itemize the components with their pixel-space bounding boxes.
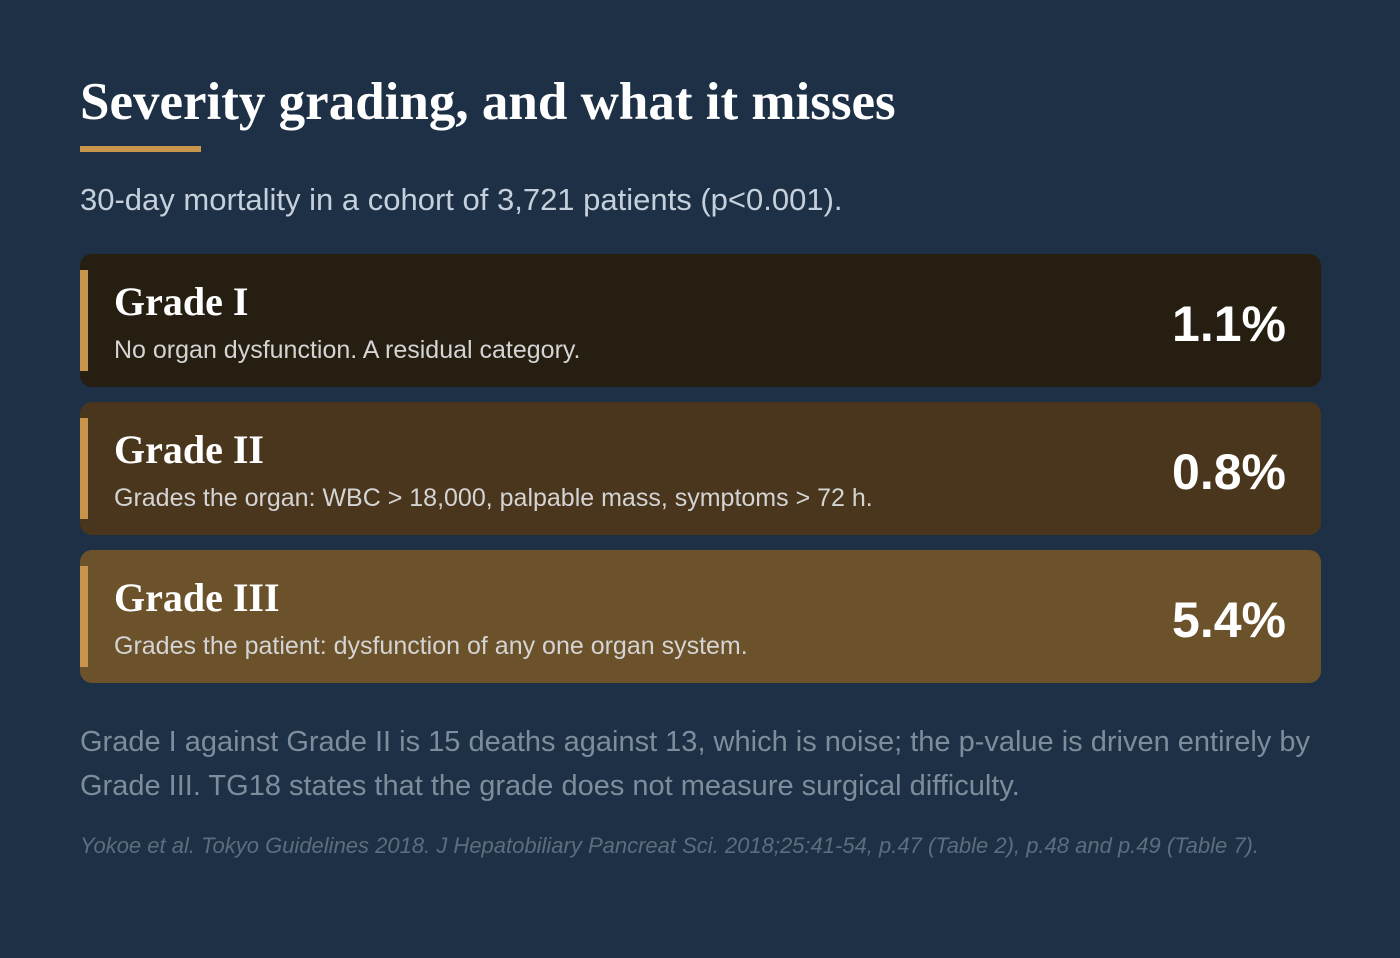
interpretation-note: Grade I against Grade II is 15 deaths ag… bbox=[80, 726, 1310, 802]
page-title: Severity grading, and what it misses bbox=[80, 73, 896, 131]
page-subtitle: 30-day mortality in a cohort of 3,721 pa… bbox=[80, 182, 843, 217]
grade-mortality: 5.4% bbox=[1172, 592, 1286, 648]
grade-card-2: Grade II Grades the organ: WBC > 18,000,… bbox=[80, 402, 1321, 535]
grade-accent-bar bbox=[80, 270, 88, 371]
grade-card-3: Grade III Grades the patient: dysfunctio… bbox=[80, 550, 1321, 683]
grade-card-1: Grade I No organ dysfunction. A residual… bbox=[80, 254, 1321, 387]
grade-accent-bar bbox=[80, 566, 88, 667]
grade-name: Grade I bbox=[114, 279, 249, 324]
grade-description: Grades the organ: WBC > 18,000, palpable… bbox=[114, 484, 873, 512]
grade-list: Grade I No organ dysfunction. A residual… bbox=[80, 254, 1321, 698]
title-underline bbox=[80, 146, 201, 152]
grade-name: Grade III bbox=[114, 575, 280, 620]
grade-name: Grade II bbox=[114, 427, 264, 472]
grade-description: Grades the patient: dysfunction of any o… bbox=[114, 632, 748, 660]
source-citation: Yokoe et al. Tokyo Guidelines 2018. J He… bbox=[80, 833, 1259, 858]
grade-mortality: 0.8% bbox=[1172, 444, 1286, 500]
grade-accent-bar bbox=[80, 418, 88, 519]
grade-description: No organ dysfunction. A residual categor… bbox=[114, 336, 581, 364]
grade-mortality: 1.1% bbox=[1172, 296, 1286, 352]
